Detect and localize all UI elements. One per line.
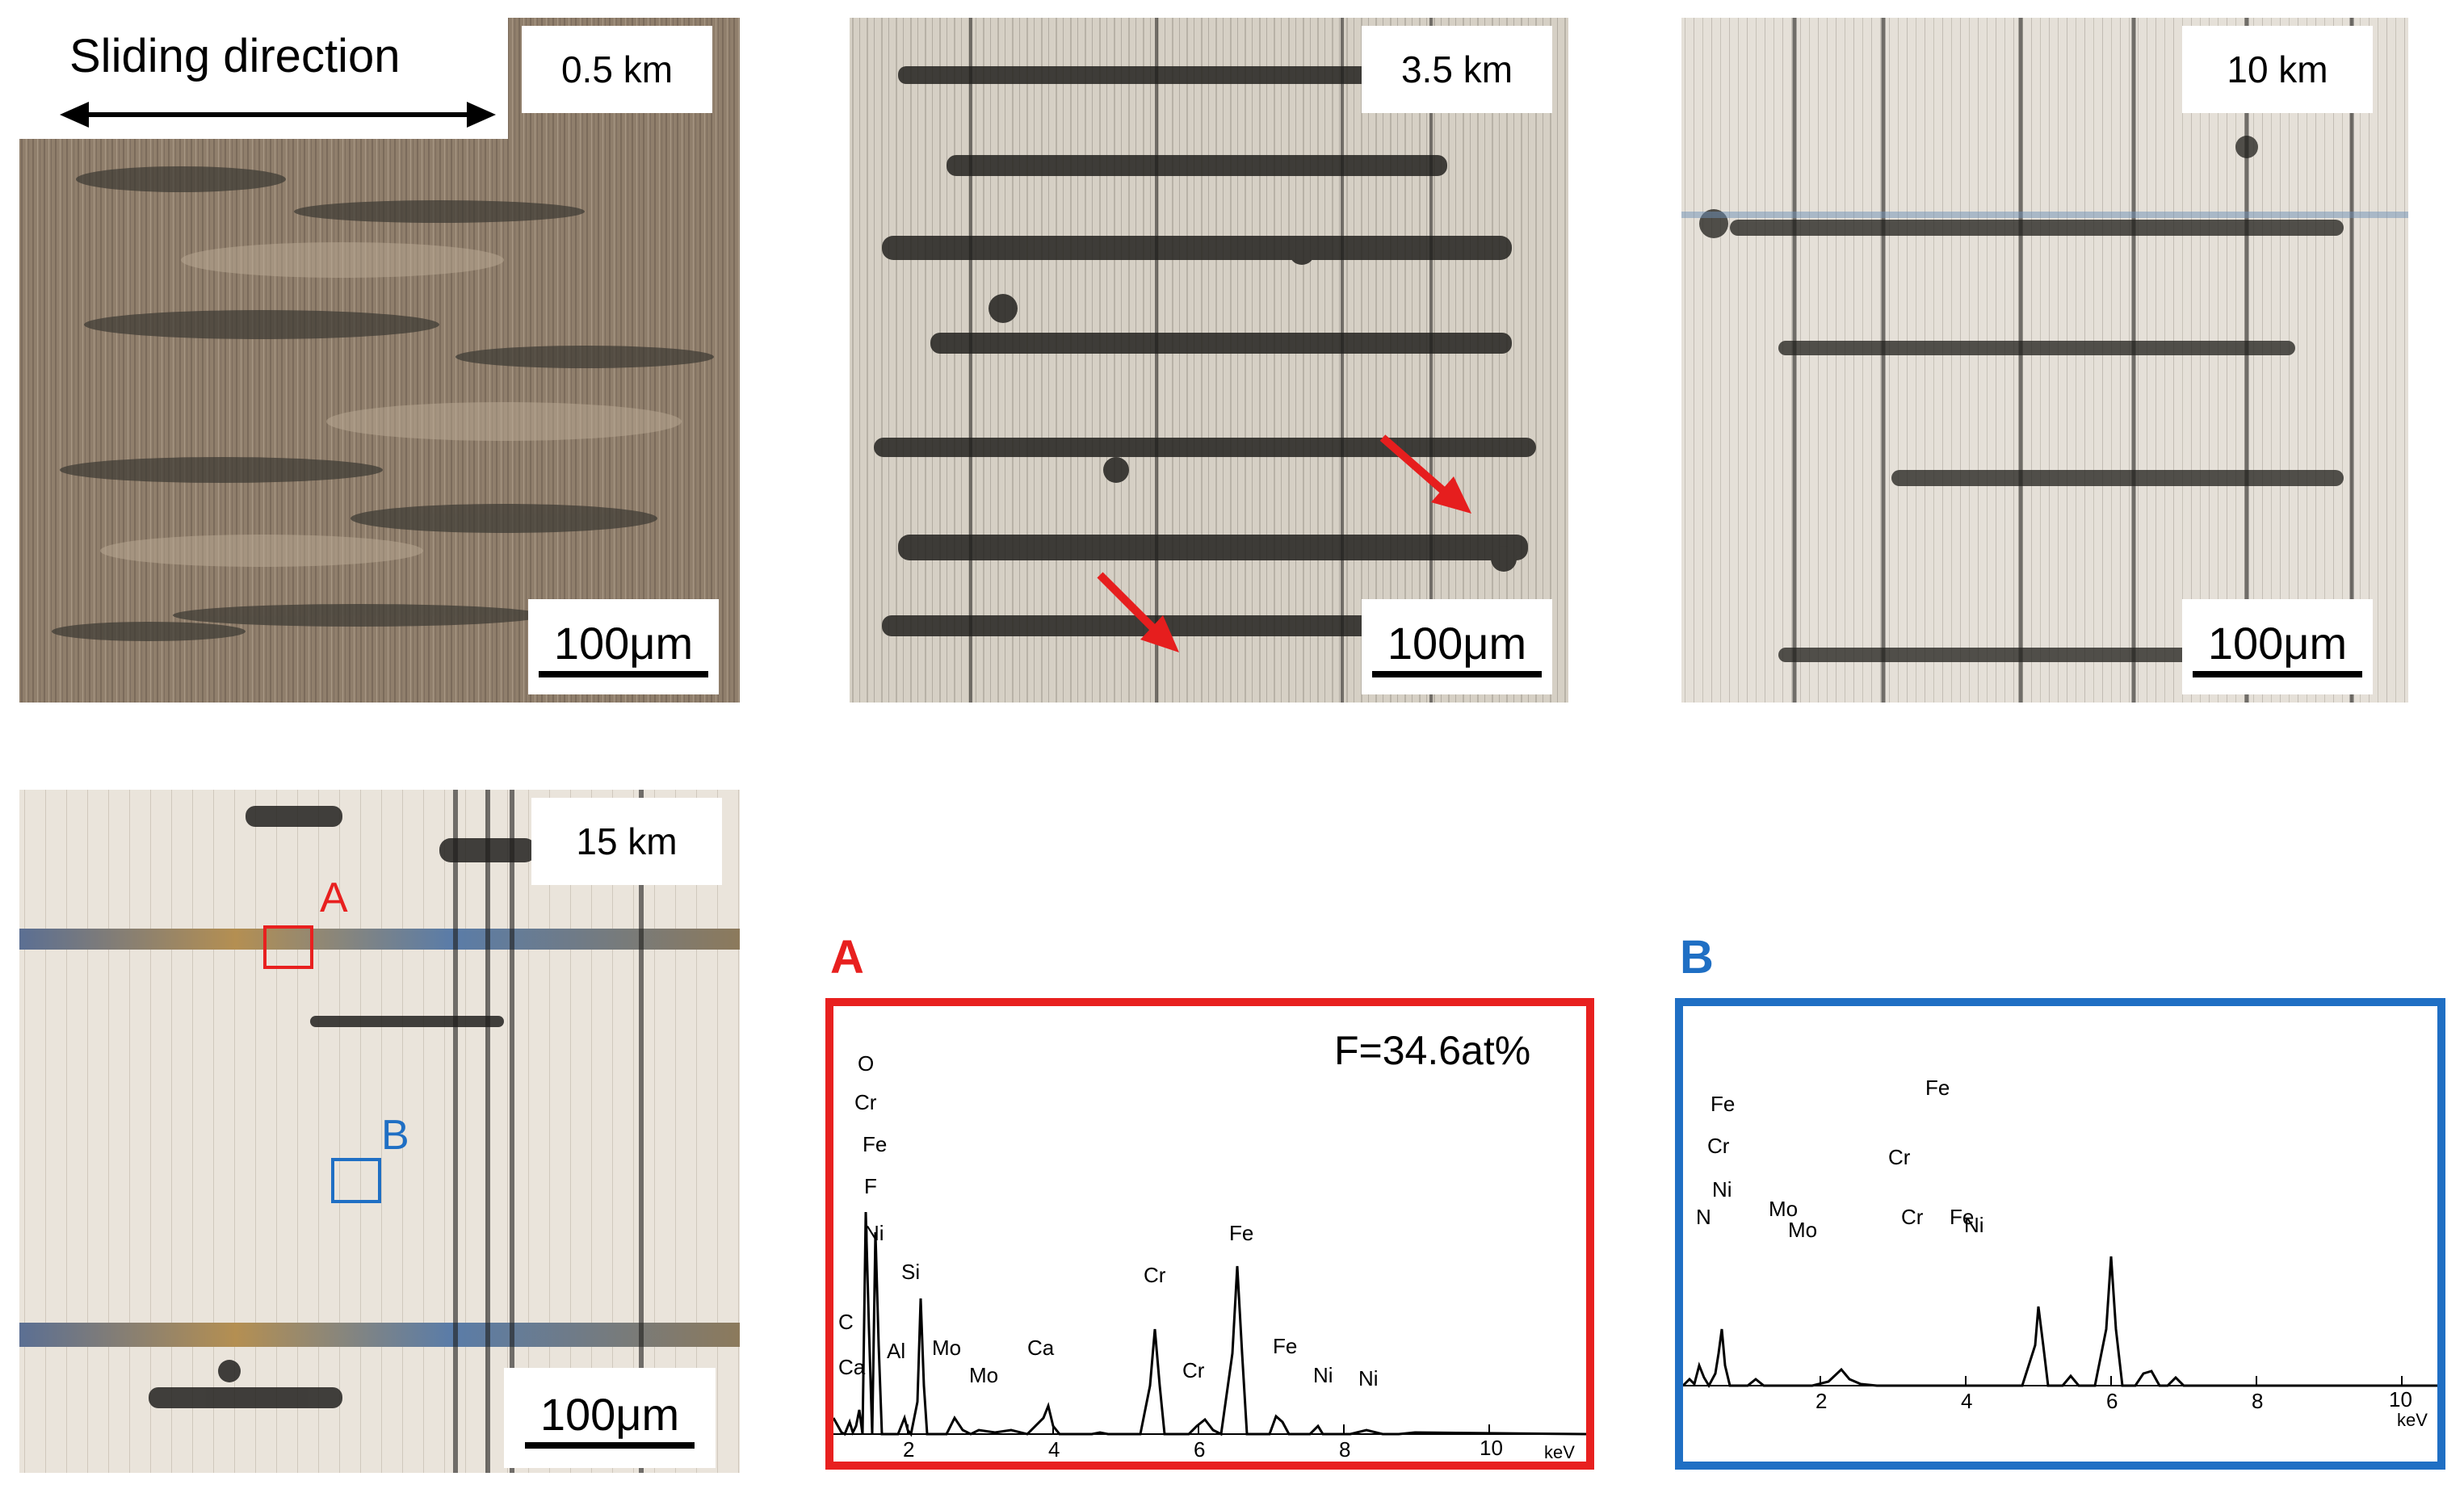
distance-label: 3.5 km (1362, 26, 1552, 113)
eds-spectrum-a-plot: F=34.6at% 2 4 6 8 10 keV O Cr Fe F Ni C … (833, 1028, 1586, 1462)
worn-surface-texture (19, 790, 740, 1473)
peak-label-ca: Ca (838, 1355, 866, 1379)
roi-a-label: A (320, 875, 348, 921)
x-unit: keV (1544, 1442, 1575, 1462)
sliding-direction-label: Sliding direction (69, 30, 401, 82)
eds-panel-a-letter: A (830, 931, 864, 984)
x-tick-4: 4 (1961, 1389, 1972, 1413)
peak-label-mo-2: Mo (969, 1363, 998, 1387)
peak-label-mo-2: Mo (1788, 1218, 1817, 1242)
x-tick-4: 4 (1048, 1437, 1060, 1462)
scale-bar (539, 670, 708, 677)
x-tick-8: 8 (1339, 1437, 1350, 1462)
scale-bar-box: 100μm (2182, 599, 2373, 694)
distance-label: 0.5 km (522, 26, 712, 113)
peak-label-fe: Fe (863, 1132, 887, 1156)
peak-label-ni-2: Ni (1964, 1213, 1984, 1237)
distance-label: 10 km (2182, 26, 2373, 113)
sliding-direction-box: Sliding direction (19, 18, 508, 139)
x-tick-10: 10 (2389, 1387, 2412, 1411)
peak-label-cr: Cr (854, 1090, 877, 1114)
peak-label-al: Al (887, 1339, 905, 1363)
peak-label-mo-1: Mo (1769, 1197, 1798, 1221)
fluorine-annotation: F=34.6at% (1334, 1028, 1530, 1073)
peak-label-fe-2: Fe (1229, 1221, 1253, 1245)
micrograph-3.5km: 3.5 km 100μm (850, 18, 1568, 703)
peak-label-ni: Ni (864, 1221, 884, 1245)
eds-spectrum-a: F=34.6at% 2 4 6 8 10 keV O Cr Fe F Ni C … (825, 998, 1594, 1470)
x-unit: keV (2397, 1410, 2428, 1430)
peak-label-ni: Ni (1712, 1177, 1732, 1202)
x-tick-10: 10 (1480, 1436, 1503, 1460)
peak-label-mo-1: Mo (932, 1336, 961, 1360)
peak-label-fe-2: Fe (1925, 1076, 1950, 1100)
red-arrows (1097, 434, 1471, 652)
peak-label-ni-2: Ni (1313, 1363, 1333, 1387)
peak-label-cr-3: Cr (1182, 1358, 1205, 1382)
peak-label-si: Si (901, 1260, 920, 1284)
scale-bar (2193, 670, 2362, 677)
peak-label-cr: Cr (1707, 1134, 1730, 1158)
peak-label-cr-2: Cr (1888, 1145, 1911, 1169)
roi-a-box (263, 925, 313, 969)
x-tick-6: 6 (1194, 1437, 1205, 1462)
peak-label-cr-3: Cr (1901, 1205, 1924, 1229)
distance-label: 15 km (531, 798, 722, 885)
peak-label-o: O (858, 1051, 874, 1076)
x-tick-6: 6 (2106, 1389, 2118, 1413)
eds-panel-b-letter: B (1680, 931, 1714, 984)
peak-label-fe-3: Fe (1273, 1334, 1297, 1358)
peak-label-ni-3: Ni (1358, 1366, 1379, 1390)
peak-label-ca-2: Ca (1027, 1336, 1055, 1360)
peak-label-fe: Fe (1711, 1092, 1735, 1116)
scale-bar (525, 1441, 695, 1449)
roi-b-label: B (381, 1112, 409, 1159)
micrograph-0.5km: Sliding direction 0.5 km 100μm (19, 18, 740, 703)
micrograph-15km: A B 15 km 100μm (19, 790, 740, 1473)
roi-b-box (331, 1158, 381, 1203)
x-tick-2: 2 (903, 1437, 914, 1462)
peak-label-fe-3: Fe (1950, 1205, 1974, 1229)
scale-bar-label: 100μm (553, 617, 694, 669)
micrograph-10km: 10 km 100μm (1681, 18, 2408, 703)
scale-bar-box: 100μm (528, 599, 719, 694)
peak-label-cr-2: Cr (1144, 1263, 1166, 1287)
x-tick-8: 8 (2252, 1389, 2263, 1413)
scale-bar-label: 100μm (1387, 617, 1527, 669)
scale-bar-box: 100μm (1362, 599, 1552, 694)
double-arrow-icon (60, 102, 496, 128)
peak-label-f: F (864, 1174, 877, 1198)
scale-bar-label: 100μm (2207, 617, 2348, 669)
eds-spectrum-b-plot: 2 4 6 8 10 keV Fe Cr Ni N Mo Mo Cr Fe Cr… (1683, 1076, 2437, 1430)
worn-surface-texture (1681, 18, 2408, 703)
scale-bar (1372, 670, 1542, 677)
peak-label-n: N (1696, 1205, 1711, 1229)
scale-bar-label: 100μm (539, 1388, 680, 1440)
eds-spectrum-b: 2 4 6 8 10 keV Fe Cr Ni N Mo Mo Cr Fe Cr… (1675, 998, 2445, 1470)
peak-label-c: C (838, 1310, 854, 1334)
x-tick-2: 2 (1815, 1389, 1827, 1413)
scale-bar-box: 100μm (504, 1368, 716, 1468)
worn-surface-texture (850, 18, 1568, 703)
